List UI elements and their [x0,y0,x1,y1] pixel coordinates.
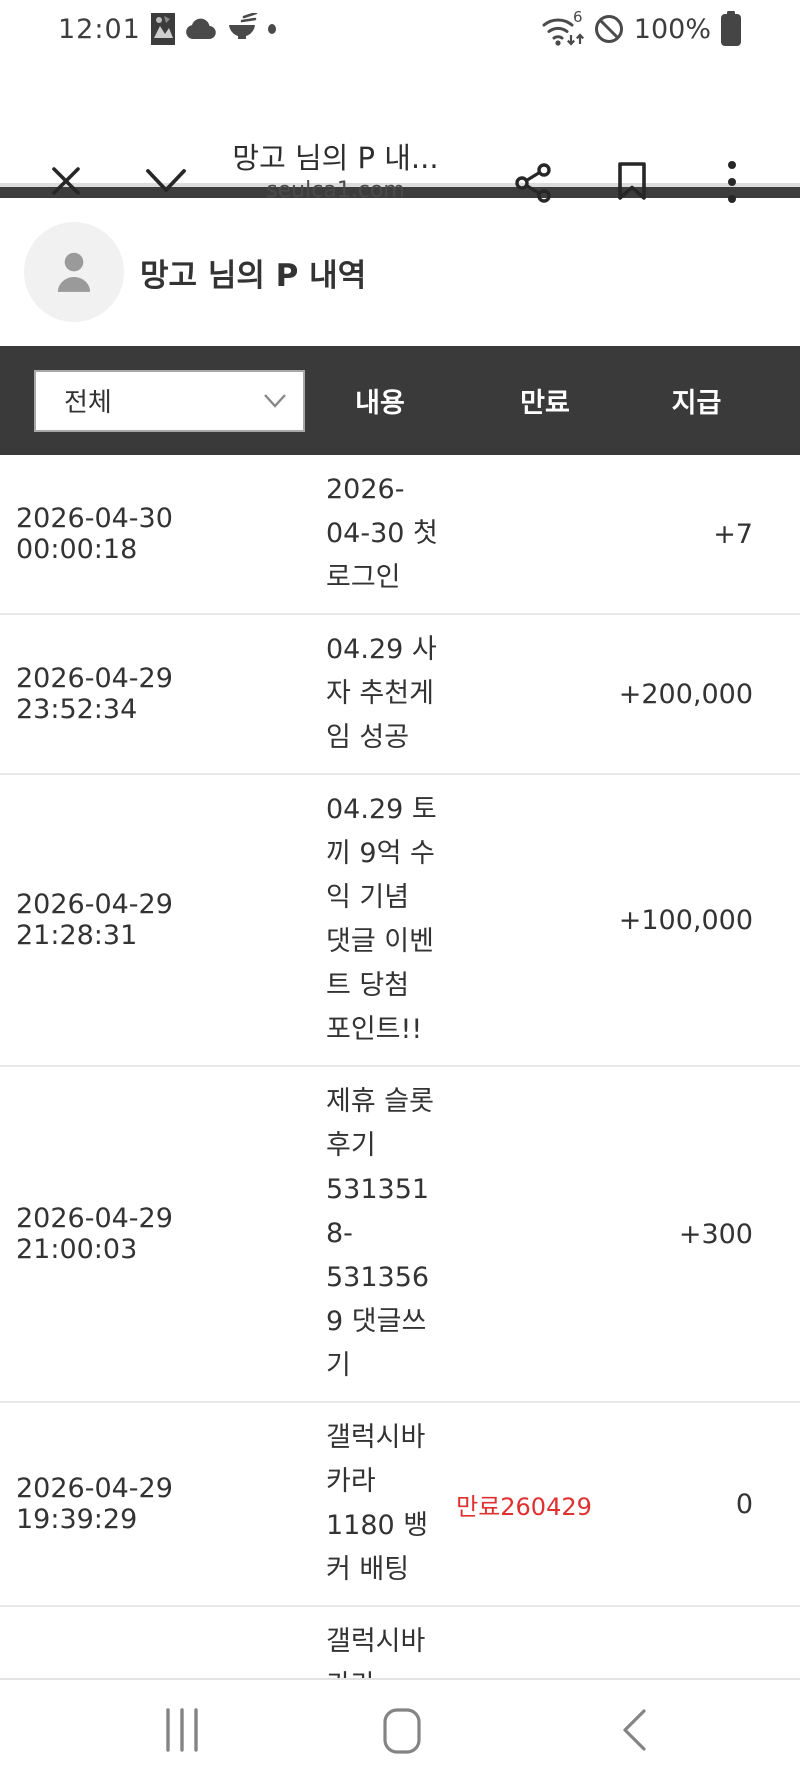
row-content: 제휴 슬롯 후기 5313518-5313569 댓글쓰기 [326,1086,434,1381]
close-tab-button[interactable] [48,163,84,199]
row-date: 2026-04-29 19:39:29 [16,1473,173,1535]
blocked-icon [593,13,625,45]
row-date: 2026-04-29 23:52:34 [16,663,173,725]
menu-kebab-button[interactable] [722,158,742,206]
page-title: 망고 님의 P 내역 [140,257,367,294]
person-icon [57,252,91,292]
recents-button[interactable] [160,1708,204,1756]
table-row: 2026-04-29 21:28:31 04.29 토끼 9억 수익 기념 댓글… [0,775,800,1067]
chrome-divider-light [0,183,800,187]
android-nav-bar [0,1678,800,1778]
food-bowl-icon [226,13,258,45]
screenshot-thumbnail-icon [150,12,176,46]
home-button[interactable] [383,1708,421,1758]
avatar [24,222,124,322]
battery-icon [720,11,742,47]
row-expiry-badge: 만료260429 [456,1492,592,1521]
status-bar: 12:01 [0,0,800,58]
select-chevron-icon [264,393,286,408]
filter-select[interactable]: 전체 [34,369,305,432]
column-header-content: 내용 [355,388,405,419]
page-header: 망고 님의 P 내역 [0,198,800,346]
browser-toolbar: 망고 님의 P 내... seulca1.com [0,58,800,203]
row-date: 2026-04-29 21:00:03 [16,1203,173,1265]
site-url: seulca1.com [266,178,405,203]
notification-dot [267,22,277,36]
row-content: 갤럭시바카라 1180 뱅커 배팅 [326,1422,429,1585]
back-button[interactable] [621,1708,647,1756]
row-date: 2026-04-29 21:28:31 [16,889,173,951]
column-header-paid: 지급 [671,388,722,419]
row-content: 2026-04-30 첫로그인 [326,474,438,593]
table-header: 전체 내용 만료 지급 [0,346,800,455]
filter-selected-value: 전체 [64,388,112,418]
share-button[interactable] [514,162,554,204]
row-paid: +300 [678,1218,753,1250]
table-row: 2026-04-29 23:52:34 04.29 사자 추천게임 성공 +20… [0,615,800,775]
tab-title: 망고 님의 P 내... [232,141,439,175]
row-date: 2026-04-30 00:00:18 [16,503,173,565]
chevron-down-icon[interactable] [144,163,188,199]
row-paid: +100,000 [618,904,753,936]
clock: 12:01 [58,13,141,45]
table-row: 2026-04-29 21:00:03 제휴 슬롯 후기 5313518-531… [0,1067,800,1403]
bookmark-button[interactable] [614,160,650,202]
row-content: 04.29 토끼 9억 수익 기념 댓글 이벤트 당첨 포인트!! [326,794,437,1045]
cloud-icon [185,17,217,41]
row-paid: 0 [735,1488,753,1520]
table-row: 2026-04-30 00:00:18 2026-04-30 첫로그인 +7 [0,455,800,615]
svg-text:6: 6 [573,9,583,26]
table-row: 2026-04-29 19:39:29 갤럭시바카라 1180 뱅커 배팅 만료… [0,1403,800,1607]
url-bar[interactable]: 망고 님의 P 내... seulca1.com [228,140,443,206]
row-paid: +200,000 [618,678,753,710]
wifi6-icon: 6 [540,9,584,49]
column-header-expiry: 만료 [520,388,570,419]
row-paid: +7 [713,518,753,550]
chrome-divider-dark [0,187,800,198]
row-content: 04.29 사자 추천게임 성공 [326,634,437,753]
battery-percent: 100% [633,13,711,45]
